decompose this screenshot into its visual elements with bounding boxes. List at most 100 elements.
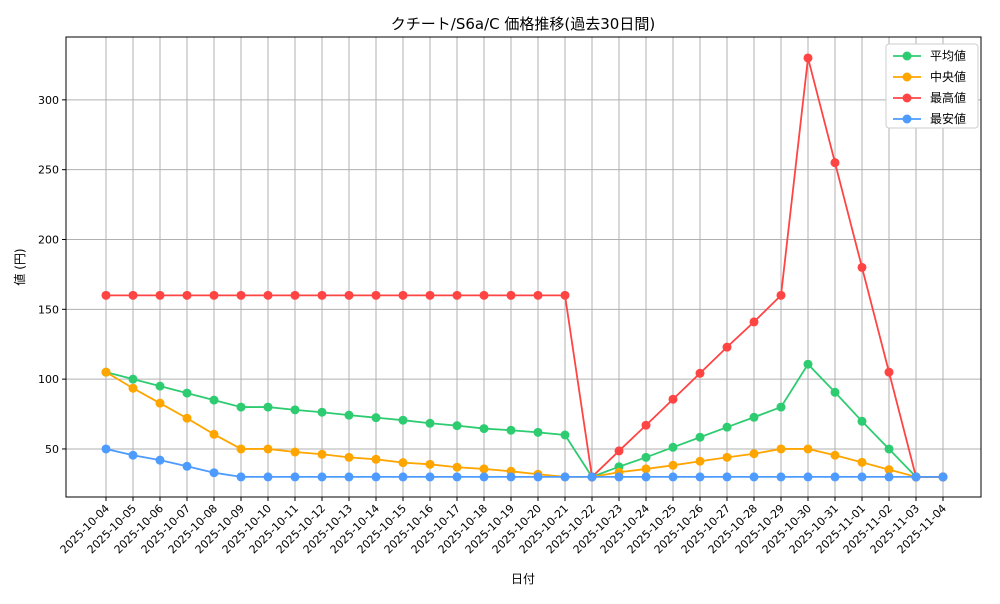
data-point bbox=[641, 420, 651, 430]
data-point bbox=[641, 472, 651, 482]
data-point bbox=[290, 472, 300, 482]
data-point bbox=[776, 444, 786, 454]
data-point bbox=[155, 455, 165, 465]
legend-marker bbox=[902, 51, 912, 61]
legend-label: 最高値 bbox=[930, 90, 966, 105]
series-3 bbox=[101, 444, 948, 482]
x-axis-label: 日付 bbox=[511, 572, 535, 586]
data-point bbox=[209, 395, 219, 405]
data-point bbox=[695, 472, 705, 482]
data-point bbox=[749, 472, 759, 482]
data-point bbox=[155, 381, 165, 391]
y-tick-label: 50 bbox=[45, 443, 59, 456]
data-point bbox=[884, 472, 894, 482]
data-point bbox=[101, 444, 111, 454]
data-point bbox=[182, 290, 192, 300]
series-2 bbox=[101, 53, 948, 482]
data-point bbox=[452, 462, 462, 472]
data-point bbox=[371, 454, 381, 464]
data-point bbox=[101, 290, 111, 300]
data-point bbox=[209, 429, 219, 439]
data-point bbox=[506, 290, 516, 300]
data-point bbox=[668, 442, 678, 452]
data-point bbox=[128, 450, 138, 460]
data-point bbox=[101, 367, 111, 377]
data-point bbox=[695, 456, 705, 466]
data-point bbox=[776, 290, 786, 300]
data-point bbox=[830, 387, 840, 397]
data-point bbox=[128, 383, 138, 393]
series-line bbox=[105, 362, 943, 478]
data-point bbox=[479, 290, 489, 300]
data-point bbox=[749, 449, 759, 459]
data-point bbox=[236, 444, 246, 454]
data-point bbox=[776, 402, 786, 412]
series-0 bbox=[101, 359, 948, 482]
data-point bbox=[938, 472, 948, 482]
y-axis-label: 値 (円) bbox=[12, 248, 27, 285]
data-point bbox=[182, 461, 192, 471]
legend-label: 平均値 bbox=[930, 48, 966, 63]
data-point bbox=[128, 290, 138, 300]
legend-marker bbox=[902, 93, 912, 103]
data-point bbox=[722, 452, 732, 462]
data-point bbox=[722, 422, 732, 432]
data-point bbox=[290, 290, 300, 300]
chart-title: クチート/S6a/C 価格推移(過去30日間) bbox=[391, 15, 655, 33]
data-point bbox=[479, 464, 489, 474]
data-point bbox=[857, 472, 867, 482]
y-tick-label: 150 bbox=[38, 303, 59, 316]
data-point bbox=[425, 290, 435, 300]
data-point bbox=[641, 452, 651, 462]
data-point bbox=[560, 290, 570, 300]
data-point bbox=[398, 290, 408, 300]
y-tick-label: 200 bbox=[38, 233, 59, 246]
data-point bbox=[236, 290, 246, 300]
data-point bbox=[371, 472, 381, 482]
plot-frame bbox=[65, 36, 982, 498]
data-point bbox=[425, 418, 435, 428]
data-point bbox=[425, 472, 435, 482]
data-point bbox=[290, 405, 300, 415]
data-point bbox=[533, 472, 543, 482]
data-point bbox=[533, 290, 543, 300]
data-point bbox=[236, 472, 246, 482]
data-point bbox=[695, 432, 705, 442]
series-line bbox=[106, 57, 943, 479]
data-point bbox=[398, 458, 408, 468]
data-point bbox=[884, 465, 894, 475]
data-point bbox=[749, 412, 759, 422]
data-point bbox=[452, 421, 462, 431]
data-point bbox=[182, 388, 192, 398]
data-point bbox=[884, 444, 894, 454]
data-point bbox=[182, 413, 192, 423]
y-tick-label: 250 bbox=[38, 164, 59, 177]
data-point bbox=[857, 262, 867, 272]
data-point bbox=[668, 472, 678, 482]
data-point bbox=[803, 444, 813, 454]
data-point bbox=[506, 425, 516, 435]
data-point bbox=[398, 415, 408, 425]
data-point bbox=[371, 290, 381, 300]
data-point bbox=[587, 472, 597, 482]
data-point bbox=[263, 402, 273, 412]
data-point bbox=[317, 472, 327, 482]
data-point bbox=[884, 367, 894, 377]
data-point bbox=[155, 290, 165, 300]
data-point bbox=[722, 472, 732, 482]
data-point bbox=[749, 317, 759, 327]
data-point bbox=[533, 427, 543, 437]
data-point bbox=[209, 290, 219, 300]
data-point bbox=[857, 457, 867, 467]
data-point bbox=[830, 450, 840, 460]
data-point bbox=[344, 290, 354, 300]
y-tick-label: 300 bbox=[38, 94, 59, 107]
data-point bbox=[641, 464, 651, 474]
data-point bbox=[695, 368, 705, 378]
data-point bbox=[830, 472, 840, 482]
data-point bbox=[344, 472, 354, 482]
data-point bbox=[560, 430, 570, 440]
series-1 bbox=[101, 367, 948, 482]
legend-label: 中央値 bbox=[930, 69, 966, 84]
